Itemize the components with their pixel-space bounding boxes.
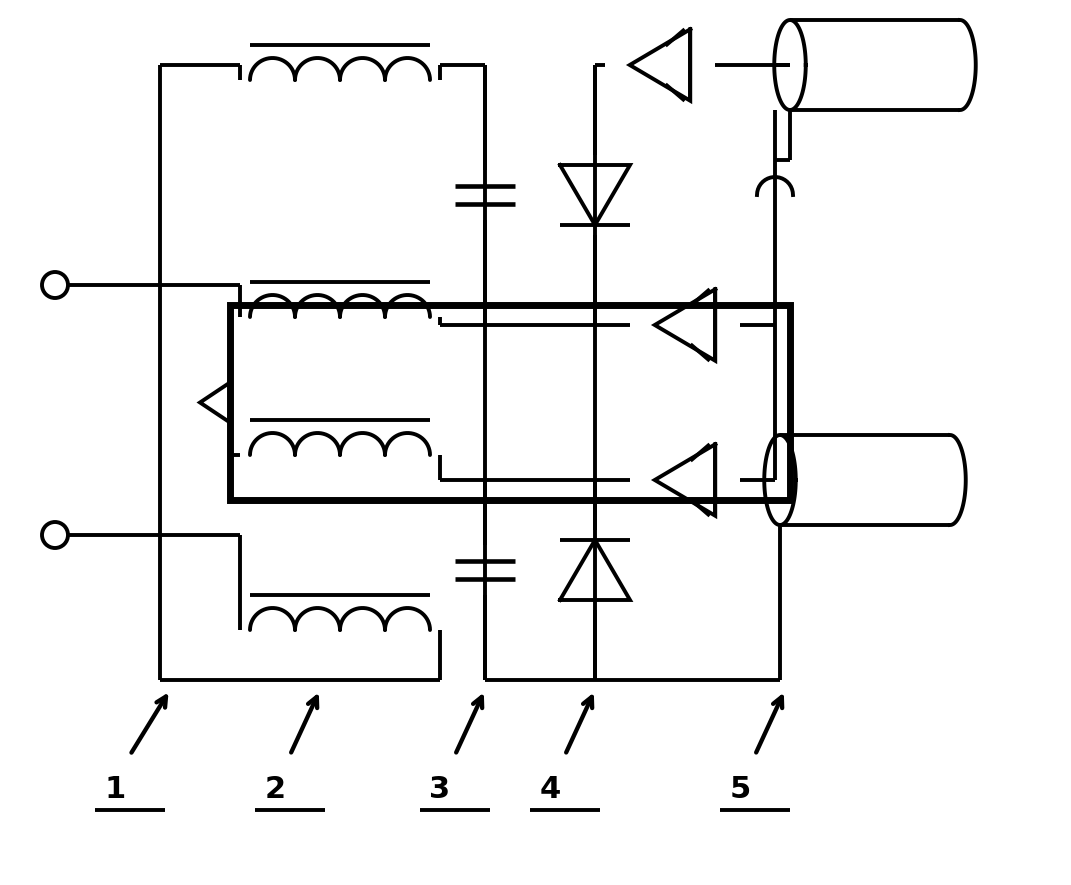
Text: 5: 5 bbox=[729, 775, 751, 804]
Text: 2: 2 bbox=[265, 775, 286, 804]
Bar bbox=[230, 305, 790, 500]
Text: 4: 4 bbox=[540, 775, 560, 804]
Text: 1: 1 bbox=[104, 775, 125, 804]
Text: 3: 3 bbox=[429, 775, 451, 804]
